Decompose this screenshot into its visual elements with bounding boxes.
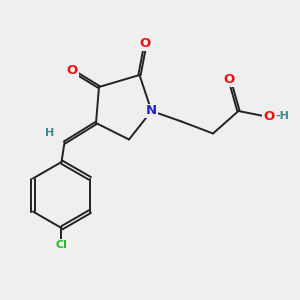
Text: Cl: Cl: [56, 239, 68, 250]
Text: O: O: [140, 37, 151, 50]
Text: O: O: [263, 110, 274, 124]
Text: H: H: [46, 128, 55, 139]
Text: N: N: [146, 104, 157, 118]
Text: O: O: [66, 64, 78, 77]
Text: -H: -H: [275, 110, 289, 121]
Text: O: O: [224, 73, 235, 86]
